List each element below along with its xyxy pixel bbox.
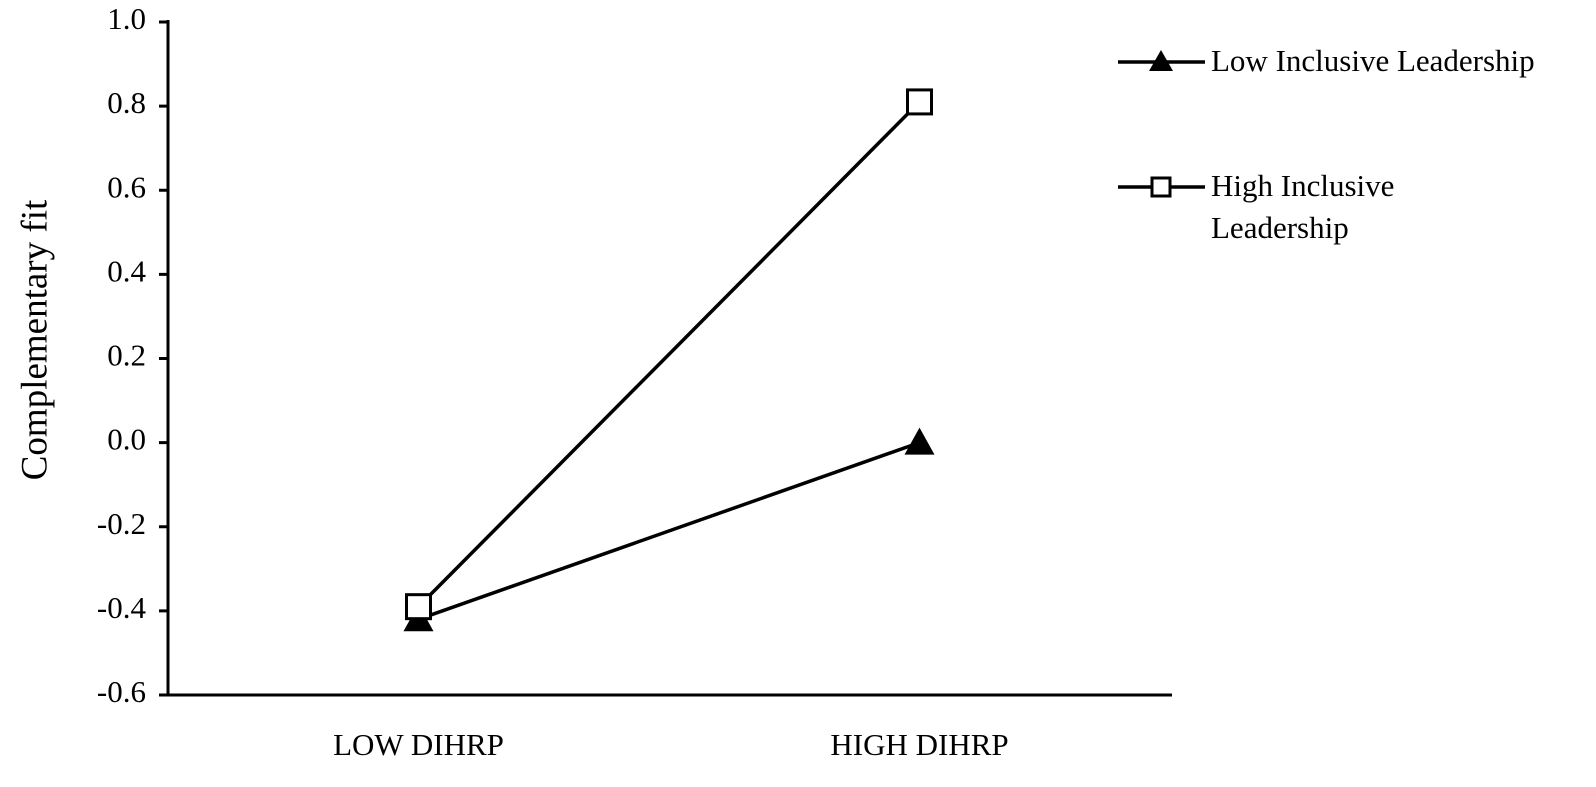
legend-label: High Inclusive Leadership <box>1211 168 1395 245</box>
legend-label: Low Inclusive Leadership <box>1211 43 1535 78</box>
y-tick-label: 1.0 <box>107 1 146 36</box>
y-tick-label: 0.2 <box>107 338 146 373</box>
series-line <box>417 100 921 608</box>
y-tick-label: -0.2 <box>97 506 146 541</box>
y-tick-label: 0.8 <box>107 85 146 120</box>
y-tick-label: 0.4 <box>107 253 146 288</box>
x-tick-label: LOW DIHRP <box>333 727 504 762</box>
y-axis-title: Complementary fit <box>14 199 55 480</box>
y-tick-label: -0.6 <box>97 674 146 709</box>
x-tick-label: HIGH DIHRP <box>830 727 1008 762</box>
marker-square <box>405 593 432 621</box>
legend-marker <box>1150 176 1172 198</box>
y-tick-label: 0.6 <box>107 169 146 204</box>
series-line <box>417 440 921 621</box>
y-tick-label: -0.4 <box>97 590 147 625</box>
marker-triangle <box>904 427 935 455</box>
y-tick-label: 0.0 <box>107 422 146 457</box>
legend-marker <box>1149 50 1173 71</box>
marker-square <box>906 88 933 116</box>
